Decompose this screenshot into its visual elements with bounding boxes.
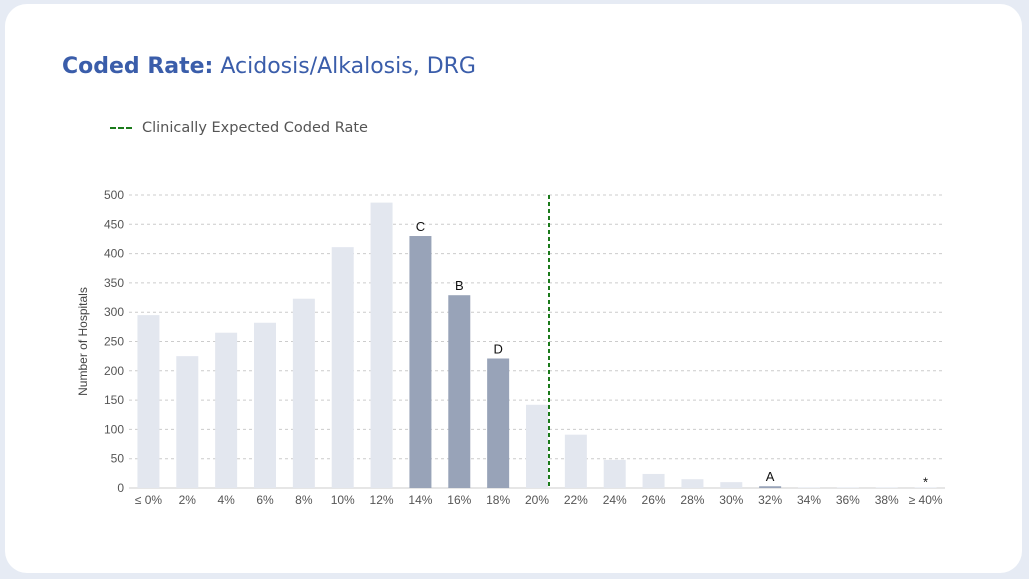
x-tick-label: ≥ 40% <box>909 493 943 507</box>
bar <box>681 479 704 488</box>
bar <box>798 487 820 488</box>
x-tick-label: 36% <box>836 493 860 507</box>
x-tick-label: 32% <box>758 493 782 507</box>
x-tick-label: 4% <box>217 493 235 507</box>
bar <box>487 358 510 488</box>
x-tick-label: 26% <box>642 493 666 507</box>
x-tick-label: 28% <box>680 493 704 507</box>
x-tick-label: 24% <box>603 493 627 507</box>
bar <box>176 356 199 488</box>
bar <box>875 487 898 488</box>
x-tick-label: 16% <box>447 493 471 507</box>
bar <box>836 487 859 488</box>
bar-asterisk: * <box>923 474 928 489</box>
y-tick-label: 400 <box>104 247 124 261</box>
bar <box>292 298 315 488</box>
bar <box>331 247 354 488</box>
y-tick-label: 450 <box>104 217 124 231</box>
chart-card <box>5 4 1022 573</box>
x-tick-label: 6% <box>256 493 274 507</box>
x-tick-label: 34% <box>797 493 821 507</box>
y-tick-label: 500 <box>104 188 124 202</box>
x-tick-label: 12% <box>370 493 394 507</box>
chart-title: Coded Rate: Acidosis/Alkalosis, DRG <box>62 54 476 79</box>
title-rest: Acidosis/Alkalosis, DRG <box>220 54 476 79</box>
bar <box>215 332 238 488</box>
bar <box>564 434 587 488</box>
x-tick-label: 22% <box>564 493 588 507</box>
bar <box>759 486 782 488</box>
x-tick-label: 20% <box>525 493 549 507</box>
bar <box>409 236 432 488</box>
x-tick-label: 2% <box>179 493 197 507</box>
x-tick-label: 38% <box>875 493 899 507</box>
bar <box>526 404 548 488</box>
y-tick-label: 0 <box>117 481 124 495</box>
bar-letter-label: D <box>493 341 502 356</box>
y-tick-label: 100 <box>104 422 124 436</box>
bar-letter-label: C <box>416 219 425 234</box>
y-tick-label: 150 <box>104 393 124 407</box>
legend-dashed-line <box>110 127 132 129</box>
title-bold: Coded Rate: <box>62 54 214 79</box>
x-tick-label: 18% <box>486 493 510 507</box>
x-tick-label: 10% <box>331 493 355 507</box>
bar-letter-label: B <box>455 278 464 293</box>
x-tick-label: 14% <box>408 493 432 507</box>
bar-letter-label: A <box>766 469 775 484</box>
x-tick-label: 8% <box>295 493 313 507</box>
bar <box>254 322 276 488</box>
bar <box>137 315 160 488</box>
bar <box>370 202 393 489</box>
legend: Clinically Expected Coded Rate <box>110 120 368 136</box>
x-tick-label: ≤ 0% <box>135 493 163 507</box>
y-tick-label: 50 <box>111 452 125 466</box>
bar <box>914 487 937 488</box>
bar <box>448 295 471 488</box>
y-tick-label: 300 <box>104 305 124 319</box>
y-axis-label: Number of Hospitals <box>76 287 90 396</box>
bar <box>720 482 743 488</box>
bar <box>642 473 665 488</box>
bar <box>603 459 626 488</box>
legend-label: Clinically Expected Coded Rate <box>142 120 368 136</box>
y-tick-label: 250 <box>104 335 124 349</box>
y-tick-label: 350 <box>104 276 124 290</box>
x-tick-label: 30% <box>719 493 743 507</box>
y-tick-label: 200 <box>104 364 124 378</box>
